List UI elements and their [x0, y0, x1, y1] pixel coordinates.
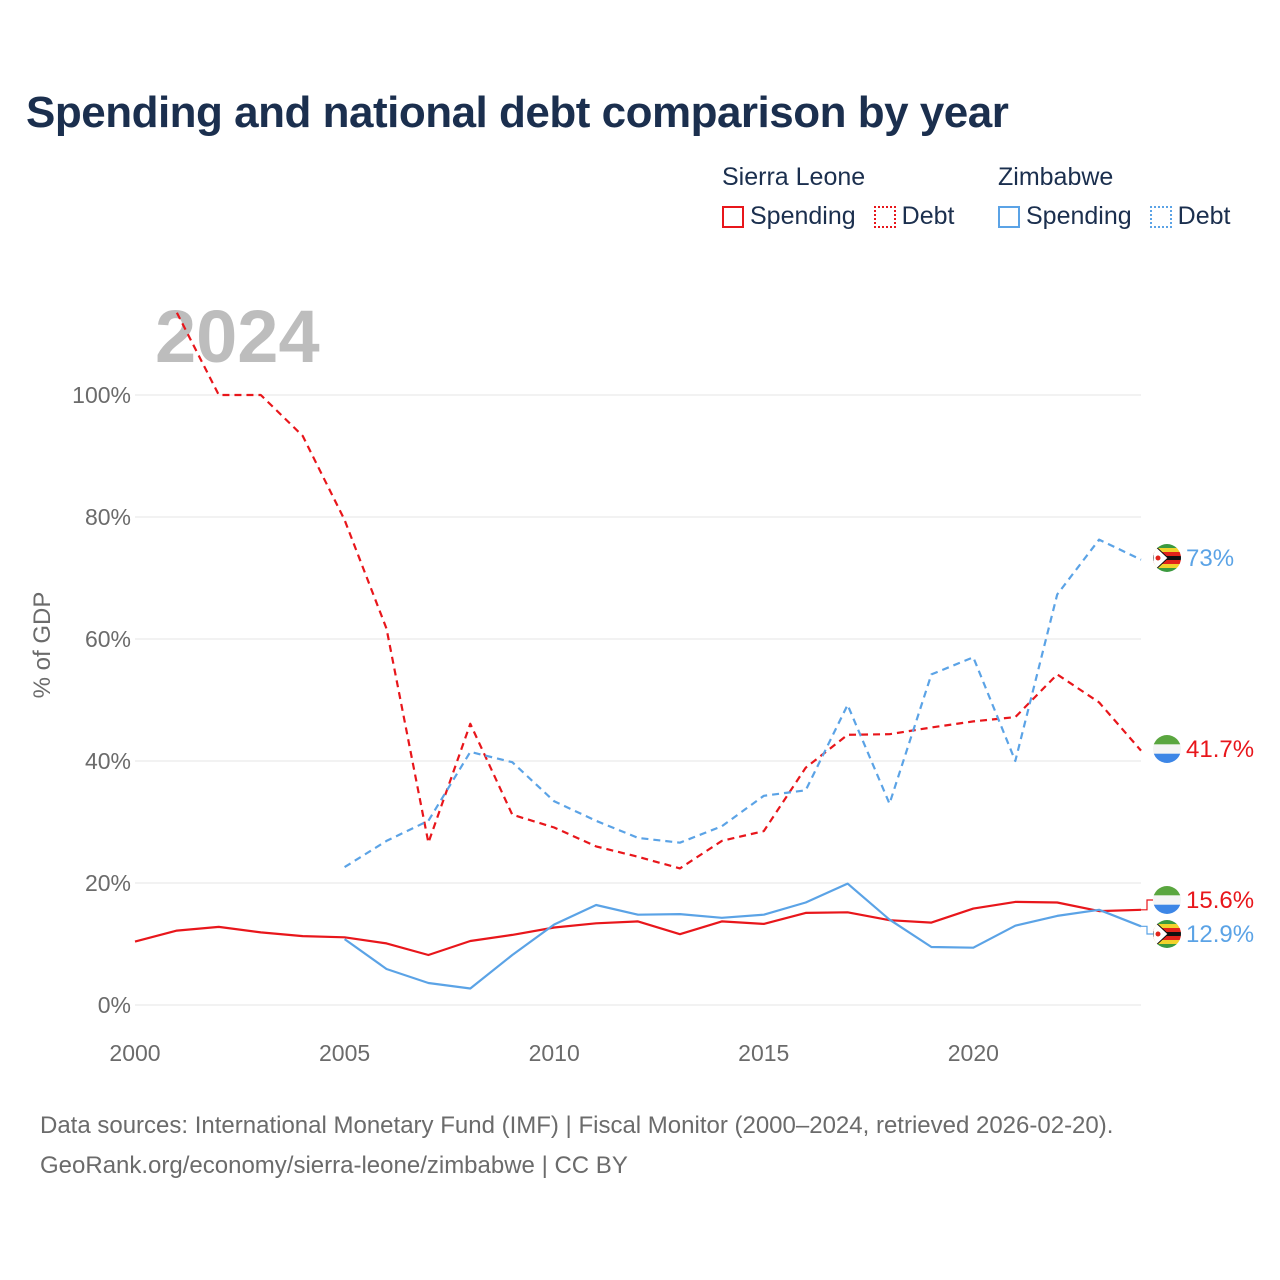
- y-tick-label: 40%: [85, 748, 131, 774]
- legend-group-zimbabwe: Zimbabwe Spending Debt: [998, 160, 1248, 231]
- legend-item-zimbabwe-debt[interactable]: Debt: [1149, 202, 1231, 231]
- sierra-leone-flag-icon: [1153, 735, 1181, 763]
- y-tick-label: 80%: [85, 504, 131, 530]
- flag-star: [1155, 555, 1161, 561]
- x-tick-label: 2015: [738, 1040, 789, 1066]
- legend-label: Spending: [1026, 202, 1132, 230]
- legend-item-sierra-leone-debt[interactable]: Debt: [873, 202, 955, 231]
- y-axis-ticks: 0% 20% 40% 60% 80% 100%: [72, 382, 131, 1018]
- sources-line-2[interactable]: GeoRank.org/economy/sierra-leone/zimbabw…: [40, 1152, 628, 1179]
- end-value-label: 12.9%: [1186, 921, 1254, 948]
- legend-swatch-solid-red: [722, 205, 744, 228]
- legend-swatch-dotted-red: [873, 205, 896, 228]
- flag-stripe: [1153, 940, 1181, 945]
- flag-stripe: [1153, 568, 1181, 572]
- data-sources: Data sources: International Monetary Fun…: [40, 1106, 1113, 1186]
- series-line-zimbabwe-debt: [344, 538, 1142, 869]
- flag-stripe: [1153, 924, 1181, 929]
- flag-stripe: [1153, 936, 1181, 941]
- end-labels: 41.7% 73% 15.6% 12.9%: [1141, 544, 1254, 948]
- sources-line-1: Data sources: International Monetary Fun…: [40, 1112, 1114, 1139]
- zimbabwe-flag-icon: [1153, 920, 1181, 948]
- legend-item-sierra-leone-spending[interactable]: Spending: [722, 202, 856, 231]
- y-axis-label: % of GDP: [29, 592, 56, 699]
- series-line-zimbabwe-spending: [343, 882, 1142, 990]
- flag-stripe-blue: [1153, 753, 1181, 763]
- flag-stripes: [1153, 735, 1181, 763]
- sierra-leone-flag-icon: [1153, 886, 1181, 914]
- flag-stripes: [1153, 544, 1181, 572]
- flag-stripe: [1153, 560, 1181, 565]
- flag-stripes: [1153, 920, 1181, 948]
- legend-item-zimbabwe-spending[interactable]: Spending: [998, 202, 1132, 231]
- legend-swatch-dotted-blue: [1149, 205, 1172, 228]
- series-line-sierra-leone-spending: [134, 900, 1142, 957]
- year-watermark: 2024: [155, 295, 320, 378]
- legend-label: Debt: [1177, 202, 1231, 230]
- flag-stripe-white: [1153, 744, 1181, 754]
- zimbabwe-flag-icon: [1153, 544, 1181, 572]
- flag-stripe: [1153, 944, 1181, 948]
- end-value-label: 41.7%: [1186, 736, 1254, 763]
- flag-stripe: [1153, 544, 1181, 549]
- y-tick-label: 100%: [72, 382, 131, 408]
- flag-stripe: [1153, 920, 1181, 925]
- x-tick-label: 2000: [109, 1040, 160, 1066]
- legend-label: Debt: [901, 202, 955, 230]
- x-axis-ticks: 2000 2005 2010 2015 2020: [109, 1040, 999, 1066]
- y-tick-label: 20%: [85, 870, 131, 896]
- chart-title: Spending and national debt comparison by…: [26, 88, 1009, 137]
- end-value-label: 73%: [1186, 545, 1234, 572]
- flag-stripe: [1153, 552, 1181, 557]
- flag-stripe: [1153, 928, 1181, 933]
- series-line-sierra-leone-debt: [175, 312, 1142, 870]
- flag-stripe-white: [1153, 895, 1181, 905]
- end-value-label: 15.6%: [1186, 887, 1254, 914]
- y-tick-label: 0%: [98, 992, 131, 1018]
- grid-lines: [135, 394, 1141, 1006]
- flag-stripe-green: [1153, 886, 1181, 896]
- flag-star: [1155, 931, 1161, 937]
- legend-swatch-solid-blue: [998, 205, 1020, 228]
- label-connector: [1141, 899, 1153, 911]
- legend-group-sierra-leone: Sierra Leone Spending Debt: [722, 160, 972, 231]
- x-tick-label: 2010: [529, 1040, 580, 1066]
- series-lines: [134, 312, 1142, 990]
- label-connector: [1141, 925, 1153, 935]
- x-tick-label: 2020: [948, 1040, 999, 1066]
- y-tick-label: 60%: [85, 626, 131, 652]
- flag-stripes: [1153, 886, 1181, 914]
- legend-group-title: Zimbabwe: [998, 163, 1114, 191]
- flag-stripe-blue: [1153, 904, 1181, 914]
- x-tick-label: 2005: [319, 1040, 370, 1066]
- legend-group-title: Sierra Leone: [722, 163, 866, 191]
- flag-stripe: [1153, 564, 1181, 569]
- flag-stripe-green: [1153, 735, 1181, 745]
- flag-stripe: [1153, 548, 1181, 553]
- legend-label: Spending: [750, 202, 856, 230]
